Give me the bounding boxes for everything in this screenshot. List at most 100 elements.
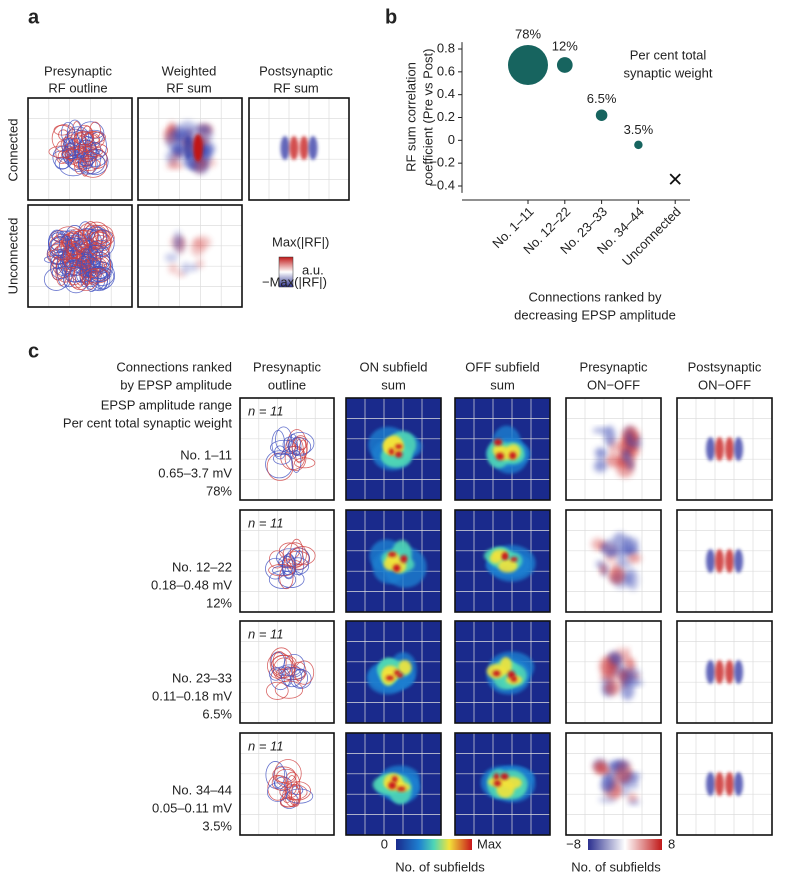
rf-outline	[69, 264, 91, 291]
image-panel	[676, 397, 773, 501]
panel-frame	[454, 620, 551, 724]
rf-blob	[168, 263, 179, 274]
heat-blob	[495, 452, 505, 461]
rf-blob	[189, 263, 198, 272]
x-axis-label: Connections ranked by	[529, 289, 662, 304]
panel-frame	[345, 397, 442, 501]
rf-blob	[734, 660, 743, 684]
rf-outline	[275, 426, 293, 452]
panel-frame	[239, 620, 335, 724]
column-header: Weighted	[162, 63, 217, 78]
rf-blob	[190, 238, 205, 257]
heat-blob	[501, 554, 508, 560]
rf-outline	[79, 145, 104, 157]
image-panel	[454, 397, 551, 501]
row-range: 0.65–3.7 mV	[158, 465, 232, 480]
heat-blob	[510, 676, 517, 683]
rf-blob	[623, 667, 641, 682]
column-header: Presynaptic	[253, 359, 321, 374]
image-panel	[345, 732, 442, 836]
panel-letter: c	[28, 340, 39, 362]
image-panel	[248, 97, 350, 201]
rf-outline	[282, 542, 307, 568]
heat-blob	[388, 448, 395, 456]
rf-blob	[625, 569, 634, 587]
rf-outline	[64, 256, 85, 286]
rf-outline	[89, 121, 101, 139]
colorbar-label: Max	[477, 836, 502, 851]
n-label: n = 11	[248, 738, 284, 753]
row-weight: 78%	[206, 483, 232, 498]
panel-bg	[138, 205, 242, 307]
colorbar-label: −8	[566, 836, 581, 851]
rf-blob	[184, 136, 192, 160]
rf-outline	[290, 538, 304, 566]
rf-outline	[274, 759, 302, 788]
colorbar-label: No. of subfields	[571, 859, 661, 874]
row-weight: 12%	[206, 595, 232, 610]
rf-outline	[97, 271, 111, 290]
rf-outline	[62, 137, 76, 165]
rf-blob	[706, 772, 715, 796]
colorbar-label: a.u.	[302, 262, 324, 277]
panel-frame	[565, 620, 662, 724]
rf-blob	[715, 549, 724, 573]
column-header: RF sum	[273, 80, 319, 95]
column-header: ON subfield	[360, 359, 428, 374]
rf-outline	[67, 137, 87, 158]
rf-blob	[734, 772, 743, 796]
row-range: 0.05–0.11 mV	[152, 800, 232, 815]
rf-outline	[291, 436, 308, 463]
rf-blob	[623, 647, 631, 668]
rf-blob	[615, 668, 628, 682]
rf-blob	[173, 230, 182, 249]
heat-blob	[500, 773, 509, 780]
row-label: No. 23–33	[172, 670, 232, 685]
rf-blob	[604, 680, 620, 696]
panel-frame	[676, 732, 773, 836]
rf-blob	[725, 660, 734, 684]
bubble	[634, 140, 643, 150]
heat-blob	[398, 660, 412, 675]
heat-blob	[493, 780, 502, 787]
heat-blob	[497, 559, 518, 573]
panel-frame	[27, 97, 133, 201]
x-marker-stroke	[669, 173, 681, 185]
rf-outline	[268, 570, 297, 589]
rf-blob	[629, 679, 643, 687]
rf-blob	[627, 793, 638, 803]
bubble	[556, 57, 573, 73]
rf-outline	[291, 782, 302, 807]
legend-weight: Per cent total synaptic weight	[63, 415, 232, 430]
image-panel	[676, 509, 773, 613]
rf-outline	[48, 232, 68, 256]
rf-outline	[284, 771, 301, 798]
panel-frame	[565, 509, 662, 613]
panel-frame	[239, 509, 335, 613]
panel-frame	[239, 397, 335, 501]
colorbar-label: 0	[381, 836, 388, 851]
panel-bg	[677, 510, 772, 612]
bubble-label: 6.5%	[587, 91, 617, 106]
heat-blob	[396, 786, 406, 792]
n-label: n = 11	[248, 403, 284, 418]
row-label: No. 12–22	[172, 559, 232, 574]
rf-outline	[89, 229, 115, 257]
rf-outline	[268, 564, 296, 577]
image-panel	[239, 620, 335, 724]
row-label: No. 1–11	[180, 447, 232, 462]
bubble	[508, 44, 548, 85]
rf-outline	[288, 547, 310, 570]
rf-blob	[193, 157, 207, 174]
panel-frame	[676, 397, 773, 501]
panel-frame	[676, 620, 773, 724]
panel-bg	[249, 98, 349, 200]
rf-outline	[273, 452, 291, 465]
rf-outline	[66, 246, 79, 259]
rf-blob	[706, 549, 715, 573]
panel-frame	[454, 509, 551, 613]
heat-blob	[493, 438, 503, 446]
panel-frame	[137, 97, 243, 201]
rf-outline	[82, 267, 111, 283]
